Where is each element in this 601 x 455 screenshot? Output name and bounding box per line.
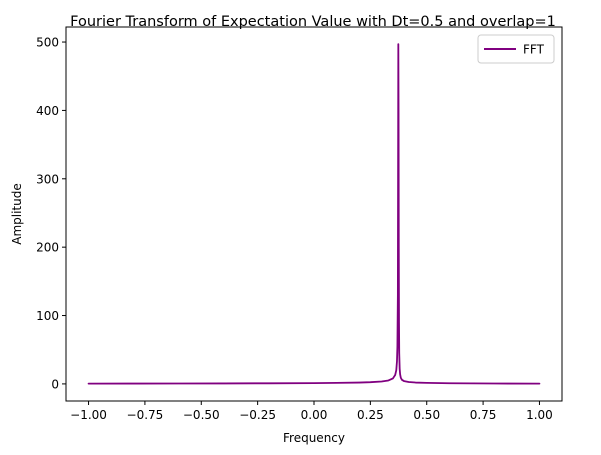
y-tick-label: 0 [51, 377, 59, 391]
series-line-fft [87, 43, 541, 385]
x-tick-label: −1.00 [70, 408, 107, 422]
y-tick-label: 500 [36, 36, 59, 50]
y-tick-label: 200 [36, 241, 59, 255]
x-tick-label: −0.50 [183, 408, 220, 422]
chart-title: Fourier Transform of Expectation Value w… [70, 14, 556, 30]
y-tick-label: 100 [36, 309, 59, 323]
x-tick-label: −0.75 [127, 408, 164, 422]
x-tick-label: −0.25 [239, 408, 276, 422]
legend: FFT [477, 34, 555, 64]
legend-label-fft: FFT [523, 43, 545, 57]
data-layer [87, 43, 541, 385]
x-axis-label: Frequency [283, 431, 345, 445]
x-tick-label: 0.50 [413, 408, 440, 422]
y-tick-label: 300 [36, 172, 59, 186]
y-axis-label: Amplitude [10, 183, 24, 245]
x-tick-label: 0.25 [357, 408, 384, 422]
x-axis: −1.00 −0.75 −0.50 −0.25 0.00 0.25 0.50 0.75 1.00 [70, 401, 553, 422]
y-axis: 0 100 200 300 400 500 [36, 36, 66, 391]
x-tick-label: 0.75 [470, 408, 497, 422]
y-tick-label: 400 [36, 104, 59, 118]
x-tick-label: 0.00 [301, 408, 328, 422]
x-tick-label: 1.00 [526, 408, 553, 422]
